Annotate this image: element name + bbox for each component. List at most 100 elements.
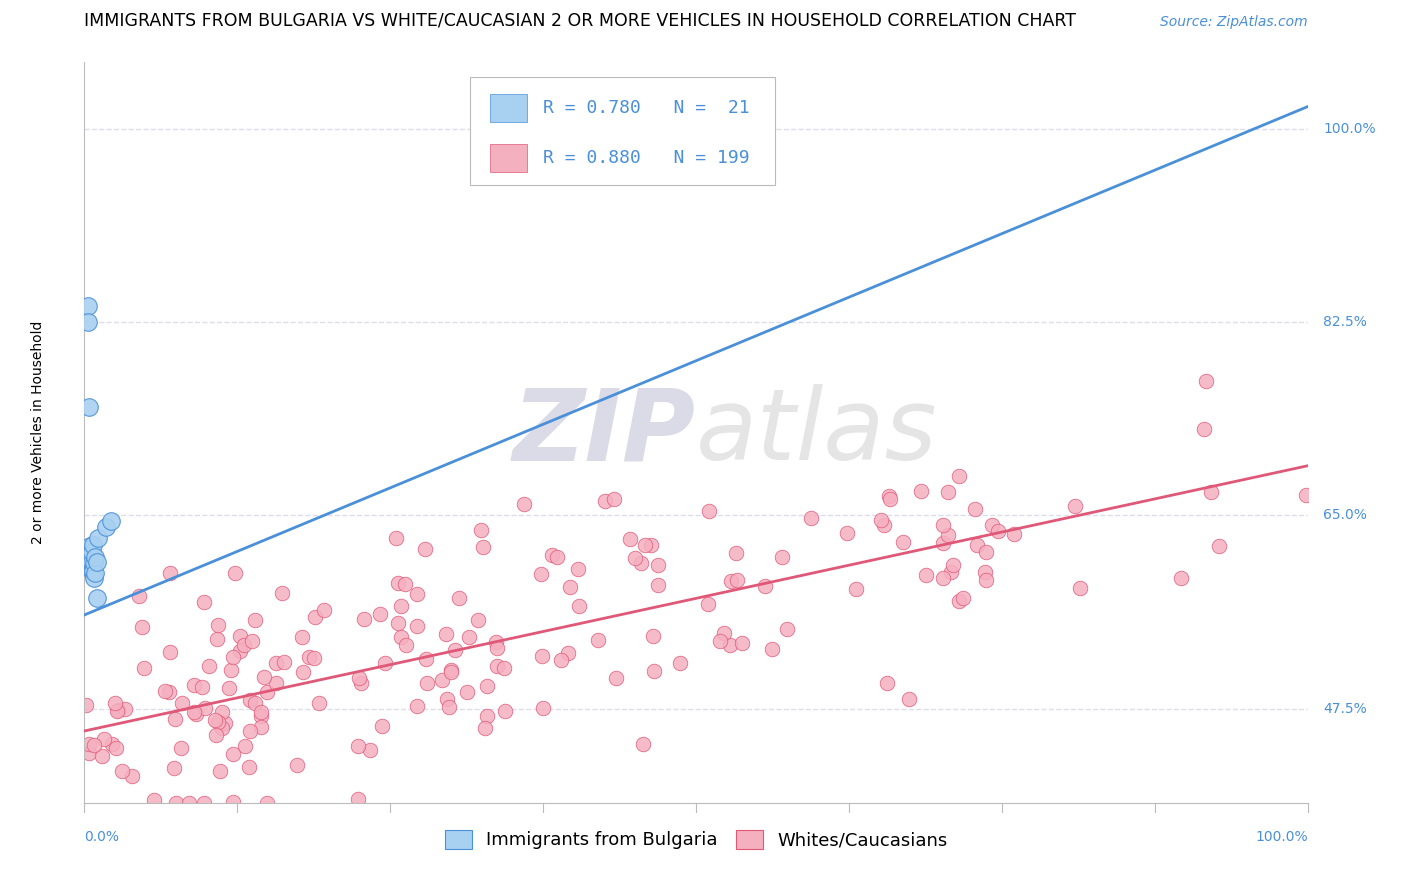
Point	[966, 538, 988, 552]
Point	[1199, 484, 1222, 499]
Point	[347, 792, 370, 806]
Point	[238, 760, 260, 774]
FancyBboxPatch shape	[491, 144, 527, 172]
Point	[531, 649, 554, 664]
Point	[406, 619, 429, 633]
Point	[389, 630, 412, 644]
Point	[239, 692, 262, 706]
Point	[77, 401, 100, 415]
Point	[546, 550, 568, 565]
Point	[75, 698, 97, 712]
Point	[84, 550, 107, 565]
Point	[474, 721, 496, 735]
Point	[132, 661, 155, 675]
Point	[619, 532, 641, 546]
Point	[347, 739, 370, 754]
Point	[713, 626, 735, 640]
Point	[229, 629, 252, 643]
Point	[647, 578, 669, 592]
Point	[111, 764, 134, 779]
Point	[567, 562, 589, 576]
FancyBboxPatch shape	[491, 94, 527, 121]
Point	[104, 696, 127, 710]
Point	[485, 635, 508, 649]
Point	[183, 705, 205, 719]
Point	[191, 680, 214, 694]
Point	[211, 721, 233, 735]
Point	[219, 663, 242, 677]
Point	[264, 656, 287, 670]
Point	[186, 707, 208, 722]
Point	[640, 538, 662, 552]
Point	[898, 692, 921, 706]
Point	[942, 558, 965, 572]
Point	[932, 535, 955, 549]
Point	[79, 737, 101, 751]
Point	[218, 681, 240, 696]
Point	[142, 793, 165, 807]
Text: atlas: atlas	[696, 384, 938, 481]
Point	[100, 514, 122, 528]
Text: 100.0%: 100.0%	[1256, 830, 1308, 845]
Point	[1064, 499, 1087, 513]
Point	[304, 610, 326, 624]
Point	[101, 737, 124, 751]
Point	[197, 659, 219, 673]
Point	[531, 701, 554, 715]
Point	[725, 573, 748, 587]
Point	[128, 590, 150, 604]
Point	[153, 683, 176, 698]
Point	[86, 591, 108, 606]
Point	[876, 676, 898, 690]
Point	[731, 636, 754, 650]
Point	[406, 698, 429, 713]
Point	[754, 579, 776, 593]
Point	[974, 574, 997, 588]
Point	[932, 571, 955, 585]
Point	[471, 541, 494, 555]
Point	[395, 638, 418, 652]
Point	[208, 764, 231, 779]
Point	[249, 709, 271, 723]
Point	[243, 613, 266, 627]
Text: 0.0%: 0.0%	[84, 830, 120, 845]
Point	[170, 696, 193, 710]
Point	[568, 599, 591, 613]
Point	[107, 703, 129, 717]
Point	[211, 705, 233, 719]
Point	[302, 651, 325, 665]
Point	[285, 757, 308, 772]
Point	[239, 723, 262, 738]
Point	[696, 597, 718, 611]
Point	[222, 747, 245, 761]
Text: 82.5%: 82.5%	[1323, 315, 1368, 329]
Point	[159, 645, 181, 659]
Point	[630, 556, 652, 570]
Point	[965, 502, 987, 516]
Point	[669, 656, 692, 670]
Point	[724, 546, 747, 560]
Point	[157, 685, 180, 699]
FancyBboxPatch shape	[470, 78, 776, 185]
Point	[800, 511, 823, 525]
Point	[77, 299, 100, 313]
Point	[163, 761, 186, 775]
Text: Source: ZipAtlas.com: Source: ZipAtlas.com	[1160, 15, 1308, 29]
Point	[83, 738, 105, 752]
Point	[250, 705, 273, 719]
Point	[183, 678, 205, 692]
Point	[79, 540, 101, 554]
Point	[105, 704, 128, 718]
Point	[915, 568, 938, 582]
Point	[494, 661, 516, 675]
Point	[264, 675, 287, 690]
Point	[193, 796, 215, 810]
Point	[558, 580, 581, 594]
Point	[76, 558, 98, 573]
Point	[776, 622, 799, 636]
Point	[387, 575, 409, 590]
Point	[80, 564, 103, 578]
Point	[87, 531, 110, 545]
Point	[845, 582, 868, 596]
Point	[416, 676, 439, 690]
